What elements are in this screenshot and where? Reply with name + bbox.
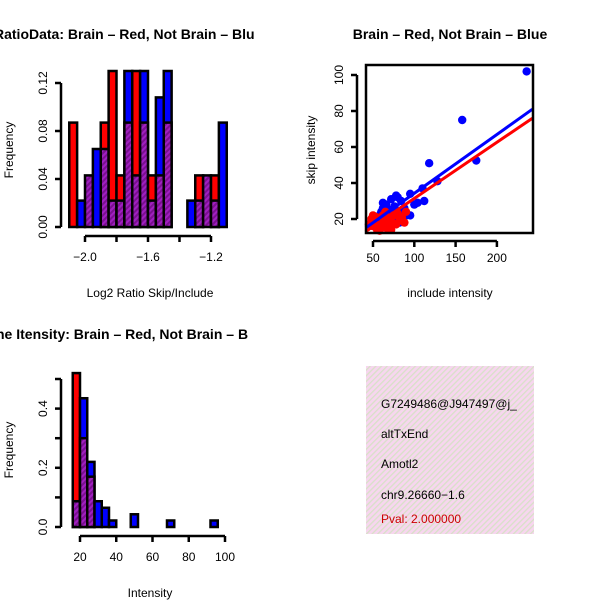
ratio-histogram-title: RatioData: Brain – Red, Not Brain – Blu (0, 26, 255, 42)
gene-intensity-histogram-xlabel: Intensity (128, 586, 173, 600)
x-tick-label: 50 (366, 251, 380, 265)
gene-intensity-histogram-title: ne Itensity: Brain – Red, Not Brain – B (0, 326, 248, 342)
y-tick-label: 100 (332, 65, 346, 85)
event-id: G7249486@J947497@j_ (381, 397, 517, 411)
histogram-bar-not-brain (209, 519, 219, 529)
y-tick-label: 40 (332, 176, 346, 190)
gene-intensity-histogram: ne Itensity: Brain – Red, Not Brain – B … (0, 326, 248, 600)
p-value: Pval: 2.000000 (381, 512, 461, 526)
x-tick-label: 100 (215, 550, 235, 564)
y-tick-label: 0.0 (36, 518, 50, 535)
gene-intensity-histogram-ylabel: Frequency (2, 422, 16, 479)
histogram-bar-not-brain (217, 121, 228, 229)
histogram-bar-not-brain (165, 519, 176, 529)
x-tick-label: 20 (73, 550, 87, 564)
event-type: altTxEnd (381, 427, 428, 441)
scatter-point-not-brain (424, 159, 434, 168)
scatter-point-not-brain (413, 198, 422, 207)
y-tick-label: 0.2 (36, 459, 50, 476)
y-tick-label: 0.00 (36, 215, 50, 239)
y-tick-label: 0.08 (36, 119, 50, 143)
histogram-bar-not-brain (100, 506, 111, 529)
intensity-scatter-title: Brain – Red, Not Brain – Blue (353, 26, 548, 42)
x-tick-label: 80 (182, 550, 196, 564)
intensity-scatter-xlabel: include intensity (407, 286, 492, 300)
scatter-point-not-brain (386, 195, 396, 204)
y-tick-label: 0.12 (36, 71, 50, 95)
plot-box (364, 63, 535, 235)
info-panel: G7249486@J947497@j_ altTxEnd Amotl2 chr9… (366, 366, 534, 534)
x-tick-label: −2.0 (73, 250, 97, 264)
scatter-point-not-brain (378, 198, 388, 207)
x-tick-label: 100 (404, 251, 424, 265)
y-tick-label: 60 (332, 140, 346, 154)
histogram-bar-not-brain (107, 519, 118, 529)
histogram-bar-brain (68, 121, 79, 229)
ratio-histogram-ylabel: Frequency (2, 122, 16, 179)
gene-name: Amotl2 (381, 457, 419, 471)
x-tick-label: −1.2 (199, 250, 223, 264)
scatter-point-not-brain (522, 67, 531, 76)
histogram-bar-not-brain (129, 513, 140, 529)
ratio-histogram-xlabel: Log2 Ratio Skip/Include (87, 286, 214, 300)
scatter-point-brain (400, 218, 409, 227)
histogram-bar-overlap (162, 121, 173, 229)
scatter-point-not-brain (458, 115, 467, 125)
info-panel-background (366, 366, 534, 534)
ratio-histogram: RatioData: Brain – Red, Not Brain – Blu … (0, 26, 255, 300)
intensity-scatter-ylabel: skip intensity (304, 116, 318, 185)
x-tick-label: 40 (110, 550, 124, 564)
x-tick-label: 150 (446, 251, 466, 265)
y-tick-label: 0.04 (36, 167, 50, 191)
genomic-location: chr9.26660−1.6 (381, 488, 465, 502)
y-tick-label: 20 (332, 212, 346, 226)
regression-line-not-brain (364, 107, 534, 230)
intensity-scatter: Brain – Red, Not Brain – Blue 50 100 150 20… (304, 26, 547, 300)
x-tick-label: −1.6 (136, 250, 160, 264)
y-tick-label: 0.4 (36, 400, 50, 417)
scatter-point-not-brain (420, 196, 429, 206)
x-tick-label: 60 (146, 550, 160, 564)
regression-line-brain (364, 116, 534, 233)
x-tick-label: 200 (487, 251, 507, 265)
y-tick-label: 80 (332, 104, 346, 118)
scatter-point-brain (401, 207, 411, 216)
